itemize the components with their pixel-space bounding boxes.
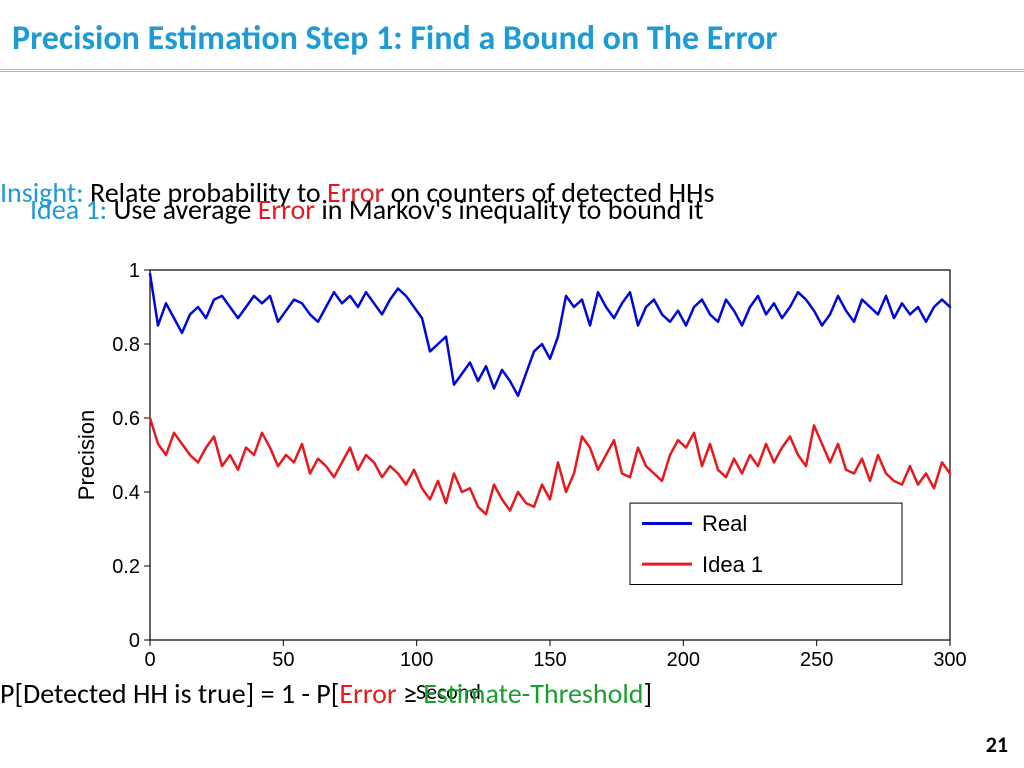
formula-tail: Estimate-Threshold	[423, 676, 643, 711]
svg-text:250: 250	[800, 649, 833, 671]
svg-text:0: 0	[129, 630, 140, 652]
svg-text:50: 50	[272, 649, 294, 671]
svg-text:200: 200	[667, 649, 700, 671]
idea1-mid1: Use average	[107, 192, 258, 227]
idea1-line: Idea 1: Use average Error in Markov's in…	[30, 192, 704, 227]
formula-close: ]	[644, 676, 653, 711]
svg-text:0: 0	[144, 649, 155, 671]
slide-title: Precision Estimation Step 1: Find a Boun…	[0, 0, 1024, 69]
svg-text:Idea 1: Idea 1	[702, 552, 763, 577]
idea1-prefix: Idea 1:	[30, 192, 107, 227]
chart-svg: 0 50 100 150 200 250 300 0 0.2 0.4 0.6 0.8 1 Precisio…	[70, 260, 970, 680]
formula-line: P[Detected HH is true] = 1 - P[Error ≥ E…	[0, 676, 652, 711]
svg-text:Real: Real	[702, 511, 747, 536]
idea1-tail: in Markov's inequality to bound it	[315, 192, 704, 227]
svg-text:0.2: 0.2	[112, 556, 140, 578]
formula-geq: ≥	[397, 676, 424, 711]
svg-text:Precision: Precision	[74, 410, 99, 500]
title-divider	[0, 69, 1024, 72]
svg-text:0.8: 0.8	[112, 334, 140, 356]
formula-error: Error	[339, 676, 396, 711]
svg-text:1: 1	[129, 260, 140, 282]
precision-chart: 0 50 100 150 200 250 300 0 0.2 0.4 0.6 0.8 1 Precisio…	[70, 260, 970, 680]
page-number: 21	[986, 731, 1008, 758]
svg-text:100: 100	[400, 649, 433, 671]
svg-text:150: 150	[533, 649, 566, 671]
formula-p1: P[Detected HH is true] = 1 - P[	[0, 676, 339, 711]
svg-text:0.4: 0.4	[112, 482, 140, 504]
svg-text:300: 300	[933, 649, 966, 671]
svg-text:0.6: 0.6	[112, 408, 140, 430]
idea1-error: Error	[258, 192, 315, 227]
slide-title-text: Precision Estimation Step 1: Find a Boun…	[12, 18, 777, 59]
